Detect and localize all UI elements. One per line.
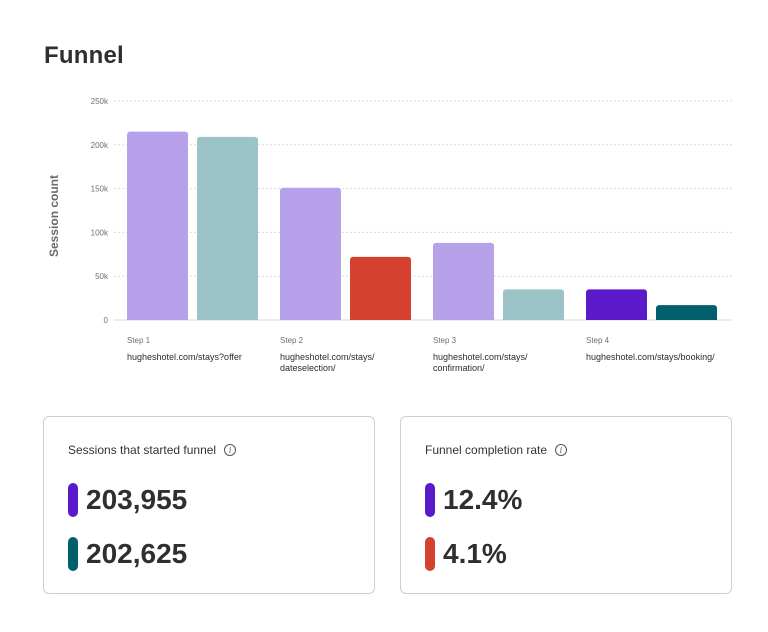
metric-row: 202,625 (68, 537, 187, 571)
metric-row: 203,955 (68, 483, 187, 517)
metric-value: 203,955 (86, 484, 188, 515)
bar-base (656, 317, 717, 320)
card-title-text: Sessions that started funnel (68, 443, 217, 457)
y-axis-title: Session count (47, 175, 61, 257)
bar-step-1-series-1[interactable] (127, 131, 188, 320)
y-tick-label: 50k (95, 272, 109, 281)
bar-base (503, 317, 564, 320)
funnel-bar-chart: 0 50k 100k 150k 200k 250k Session count (47, 97, 732, 325)
metric-row: 12.4% (425, 483, 522, 517)
bar-step-2-series-1[interactable] (280, 187, 341, 320)
y-tick-label: 0 (104, 316, 109, 325)
bar-base (586, 317, 647, 320)
info-icon[interactable]: i (224, 444, 237, 456)
bar-step-2-series-2[interactable] (350, 256, 411, 320)
bar-step-1-series-2[interactable] (197, 136, 258, 320)
series-color-pill (68, 483, 78, 517)
metric-row: 4.1% (425, 537, 507, 571)
step-url: hugheshotel.com/stays/booking/ (586, 352, 715, 362)
card-title-text: Funnel completion rate (425, 443, 548, 457)
sessions-started-card: Sessions that started funnel i 203,955 2… (43, 416, 375, 594)
info-icon[interactable]: i (555, 444, 568, 456)
step-label: Step 2 (280, 336, 304, 345)
bar-step-4-series-2[interactable] (656, 305, 717, 320)
series-color-pill (425, 483, 435, 517)
step-label: Step 1 (127, 336, 151, 345)
card-title: Sessions that started funnel i (68, 443, 237, 457)
completion-rate-card: Funnel completion rate i 12.4% 4.1% (400, 416, 732, 594)
series-color-pill (425, 537, 435, 571)
bar-base (197, 317, 258, 320)
x-category-2: Step 2 hugheshotel.com/stays/ dateselect… (280, 336, 430, 374)
bar-base (127, 317, 188, 320)
card-title: Funnel completion rate i (425, 443, 568, 457)
bar-base (350, 317, 411, 320)
page-title: Funnel (44, 42, 124, 69)
step-url: hugheshotel.com/stays?offer (127, 352, 242, 362)
step-url: hugheshotel.com/stays/ confirmation/ (433, 352, 528, 373)
x-category-4: Step 4 hugheshotel.com/stays/booking/ (586, 336, 736, 363)
x-category-3: Step 3 hugheshotel.com/stays/ confirmati… (433, 336, 583, 374)
metric-value: 12.4% (443, 484, 523, 515)
y-tick-label: 150k (91, 185, 109, 194)
metric-value: 4.1% (443, 538, 507, 569)
bar-base (433, 317, 494, 320)
x-category-1: Step 1 hugheshotel.com/stays?offer (127, 336, 277, 363)
step-label: Step 3 (433, 336, 457, 345)
bar-step-4-series-1[interactable] (586, 289, 647, 320)
step-label: Step 4 (586, 336, 610, 345)
bar-base (280, 317, 341, 320)
y-tick-label: 100k (91, 228, 109, 237)
step-url: hugheshotel.com/stays/ dateselection/ (280, 352, 375, 373)
y-tick-label: 250k (91, 97, 109, 106)
metric-value: 202,625 (86, 538, 188, 569)
bar-step-3-series-2[interactable] (503, 289, 564, 320)
series-color-pill (68, 537, 78, 571)
bar-step-3-series-1[interactable] (433, 242, 494, 320)
y-tick-label: 200k (91, 141, 109, 150)
